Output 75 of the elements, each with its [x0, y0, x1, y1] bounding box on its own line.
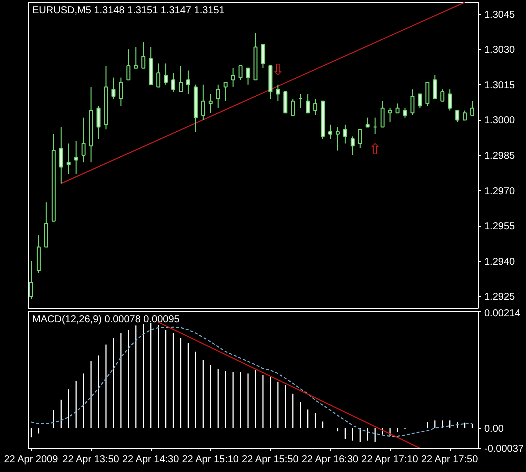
candlestick	[314, 98, 318, 116]
candlestick	[470, 100, 475, 116]
candlestick	[82, 117, 86, 164]
x-tick-label: 22 Apr 13:50	[62, 454, 120, 466]
candlestick	[261, 44, 266, 69]
candlestick	[433, 74, 438, 100]
x-tick-label: 22 Apr 15:10	[182, 454, 240, 466]
candlestick	[29, 260, 34, 300]
chart-title: EURUSD,M5 1.3148 1.3151 1.3147 1.3151	[32, 6, 226, 16]
candlestick	[74, 140, 78, 175]
candlestick	[358, 129, 362, 149]
candlestick	[134, 46, 138, 69]
candlestick	[396, 103, 400, 114]
y-tick-label: 1.3015	[484, 80, 516, 92]
candlestick	[231, 68, 236, 88]
y-tick-label: 1.2925	[484, 292, 516, 304]
candlestick	[306, 94, 310, 114]
candlestick	[328, 124, 332, 140]
candlestick	[336, 126, 340, 152]
line-series	[30, 326, 474, 437]
candlestick	[456, 110, 460, 124]
candlestick	[238, 66, 243, 81]
candlestick	[126, 49, 131, 81]
chart-title: MACD(12,26,9) 0.00078 0.00095	[32, 314, 180, 326]
candlestick	[44, 202, 48, 248]
candlestick	[388, 108, 392, 124]
candlestick	[448, 89, 452, 112]
candlestick	[156, 63, 161, 88]
candlestick	[440, 89, 445, 102]
candlestick	[186, 70, 190, 95]
candlestick	[410, 89, 415, 116]
candlestick	[291, 98, 296, 116]
y-tick-label: 1.3030	[484, 45, 516, 56]
candlestick	[216, 84, 220, 109]
candlestick	[178, 66, 183, 92]
x-tick-label: 22 Apr 17:10	[362, 454, 419, 466]
annotation: ⇧	[369, 140, 382, 158]
candlestick	[418, 94, 422, 109]
candlestick	[246, 68, 250, 86]
candlestick	[224, 82, 228, 102]
y-tick-label: 1.2940	[484, 256, 516, 268]
x-tick-label: 22 Apr 16:30	[302, 454, 360, 466]
candlestick	[96, 106, 101, 140]
x-tick-label: 22 Apr 15:50	[242, 454, 300, 466]
y-tick-label: 1.2955	[484, 222, 516, 233]
candlestick	[112, 77, 116, 100]
candlestick	[350, 136, 355, 156]
x-tick-label: 22 Apr 17:50	[421, 454, 479, 466]
candlestick	[276, 84, 280, 102]
candlestick	[172, 72, 176, 92]
candlestick	[343, 124, 348, 144]
x-tick-label: 22 Apr 14:30	[122, 454, 180, 466]
candlestick	[119, 77, 124, 107]
candlestick	[284, 91, 288, 114]
y-tick-label: 1.3000	[484, 116, 516, 127]
y-tick-label: 1.2985	[484, 151, 516, 162]
candlestick	[66, 143, 71, 175]
annotation: ⇩	[272, 60, 284, 79]
y-tick-label: -0.00037	[484, 444, 524, 455]
candlestick	[463, 110, 468, 121]
candlestick	[142, 42, 146, 69]
x-tick-label: 22 Apr 2009	[4, 454, 59, 466]
candlestick	[426, 82, 430, 107]
y-tick-label: 0.00	[484, 424, 504, 435]
y-tick-label: 1.3045	[484, 10, 516, 21]
candlestick	[403, 108, 408, 118]
candlestick	[59, 126, 64, 184]
candlestick	[208, 94, 213, 114]
candlestick	[366, 117, 370, 128]
candlestick	[201, 84, 206, 121]
candlestick	[164, 63, 168, 86]
y-tick-label: 1.2970	[484, 186, 516, 198]
candlestick	[380, 100, 385, 128]
y-tick-label: 0.00214	[484, 308, 522, 320]
candlestick	[36, 235, 41, 274]
